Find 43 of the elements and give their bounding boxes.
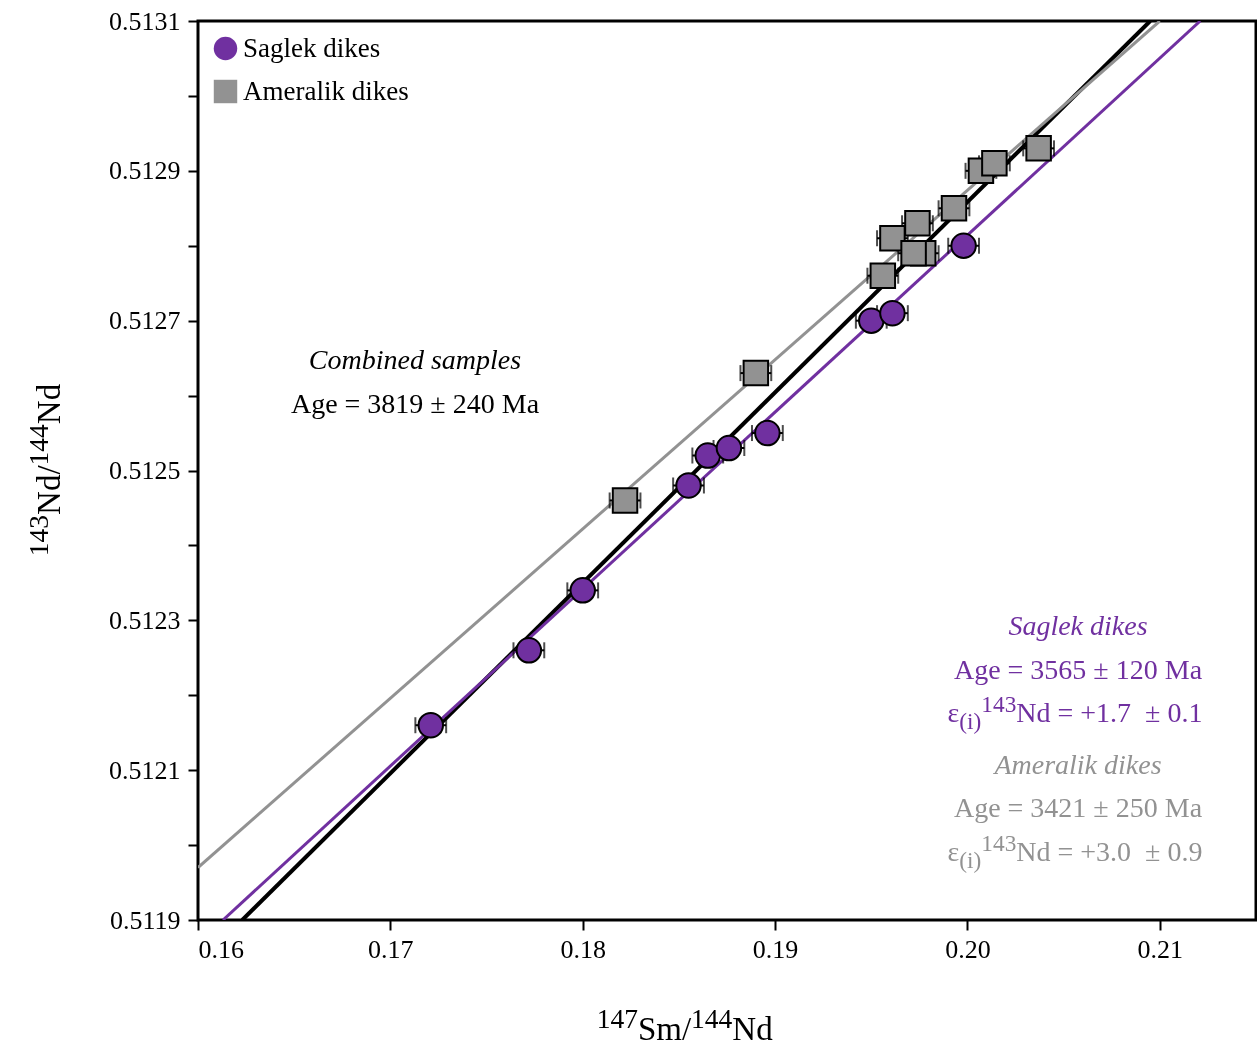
y-tick-label: 0.5119 — [109, 905, 181, 935]
point — [940, 195, 968, 222]
point — [879, 225, 906, 252]
legend-label: Saglek dikes — [243, 32, 381, 63]
y-tick-label: 0.5129 — [109, 156, 181, 186]
y-tick-label: 0.5123 — [109, 605, 181, 635]
point — [515, 637, 543, 664]
annotation: Ameralik dikes — [994, 749, 1162, 780]
point — [1025, 135, 1052, 162]
point — [950, 232, 977, 259]
point — [715, 434, 743, 462]
annotation: Age = 3819 ± 240 Ma — [290, 388, 540, 419]
x-tick-label: 0.18 — [560, 934, 606, 964]
annotation: Saglek dikes — [1008, 610, 1148, 641]
y-tick-label: 0.5125 — [109, 456, 181, 485]
annotation: ε$_{(i)}$$^{143}$Nd = +1.7 ± 0.1 — [947, 690, 1203, 734]
legend-label: Ameralik dikes — [243, 75, 409, 106]
point — [904, 210, 931, 237]
annotation: ε$_{(i)}$$^{143}$Nd = +3.0 ± 0.9 — [947, 829, 1203, 873]
point — [869, 262, 897, 289]
annotation: Combined samples — [308, 344, 522, 375]
annotation: Age = 3421 ± 250 Ma — [953, 792, 1203, 823]
point — [417, 711, 445, 739]
x-tick-label: 0.21 — [1137, 934, 1184, 964]
x-tick-label: 0.17 — [368, 934, 414, 964]
x-axis-title: $^{147}$Sm/$^{144}$Nd — [596, 1002, 773, 1047]
x-tick-label: 0.19 — [752, 934, 799, 964]
point — [569, 577, 596, 604]
point — [858, 307, 885, 334]
x-tick-label: 0.20 — [945, 934, 991, 964]
y-tick-label: 0.5131 — [109, 6, 181, 36]
point — [694, 442, 722, 469]
x-tick-label: 0.16 — [198, 934, 244, 964]
point — [675, 472, 702, 499]
point — [900, 239, 927, 267]
point — [981, 150, 1008, 177]
point — [611, 487, 639, 514]
y-tick-label: 0.5121 — [109, 755, 181, 785]
point — [754, 419, 781, 447]
y-tick-label: 0.5127 — [109, 306, 181, 336]
point — [879, 299, 906, 327]
annotation: Age = 3565 ± 120 Ma — [953, 654, 1203, 685]
point — [742, 359, 770, 387]
